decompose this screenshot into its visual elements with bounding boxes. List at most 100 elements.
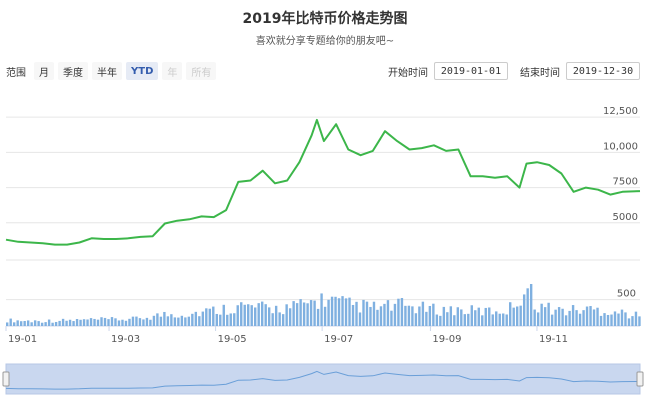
volume-bar (638, 316, 641, 326)
volume-bar (337, 298, 341, 326)
volume-bar (131, 316, 135, 326)
volume-bar (65, 320, 68, 326)
volume-bar (6, 322, 9, 326)
volume-bar (428, 305, 432, 326)
volume-bar (54, 321, 58, 326)
volume-bar (201, 311, 205, 326)
volume-bar (323, 306, 327, 326)
navigator-mask (5, 363, 641, 395)
range-button-quarter[interactable]: 季度 (58, 62, 88, 80)
volume-bar (613, 311, 617, 326)
volume-bar (372, 301, 376, 326)
volume-bar (631, 316, 634, 326)
range-button-all[interactable]: 所有 (186, 62, 217, 80)
chart-subtitle: 喜欢就分享专题给你的朋友吧~ (255, 36, 395, 47)
volume-bar (229, 313, 232, 326)
volume-bar (358, 312, 362, 326)
x-tick-label: 19-01 (8, 334, 37, 345)
volume-bar (26, 320, 30, 326)
volume-bar (51, 322, 54, 326)
volume-bar (114, 318, 117, 326)
start-date-label: 开始时间 (388, 67, 428, 79)
volume-bar (351, 304, 355, 326)
volume-bar (470, 305, 473, 326)
volume-bar (135, 316, 138, 326)
range-selector: 范围 月 季度 半年 YTD 年 所有 (6, 61, 220, 81)
range-button-month[interactable]: 月 (34, 62, 54, 80)
volume-bar (379, 306, 383, 326)
volume-bar (316, 308, 320, 326)
volume-bar (505, 314, 508, 326)
volume-bar (400, 298, 404, 326)
volume-bar (484, 307, 487, 326)
volume-bar (624, 312, 627, 326)
volume-bar (421, 301, 425, 326)
volume-bar (285, 304, 288, 326)
volume-bar (474, 310, 477, 326)
volume-bar (519, 305, 522, 326)
volume-bar (550, 314, 554, 326)
volume-bar (72, 321, 75, 326)
volume-bar (184, 317, 187, 326)
volume-bar (96, 319, 100, 326)
volume-bar (599, 315, 603, 326)
start-date-input[interactable] (434, 62, 508, 80)
price-tick-label: 7500 (613, 177, 638, 188)
navigator-line (5, 370, 641, 390)
volume-bar (121, 319, 124, 326)
volume-bar (526, 288, 529, 326)
volume-bar (149, 319, 152, 326)
volume-bar (257, 303, 260, 326)
volume-bar (362, 299, 365, 326)
volume-bar (467, 313, 470, 326)
volume-bar (397, 298, 400, 326)
chart-title: 2019年比特币价格走势图 (242, 11, 408, 27)
volume-bar (281, 314, 285, 326)
volume-bar (320, 293, 323, 326)
volume-bar (411, 306, 414, 326)
volume-bar (606, 314, 610, 326)
range-button-ytd[interactable]: YTD (126, 62, 159, 80)
volume-bar (299, 299, 302, 326)
range-button-year[interactable]: 年 (162, 62, 183, 80)
volume-bar (393, 303, 397, 326)
volume-bar (250, 305, 253, 326)
volume-bar (376, 309, 379, 326)
range-button-half-year[interactable]: 半年 (92, 62, 122, 80)
volume-bar (86, 319, 89, 326)
volume-bar (456, 307, 460, 326)
volume-bar (30, 322, 33, 326)
volume-bar (103, 317, 107, 326)
volume-bar (596, 307, 599, 326)
volume-bar (536, 312, 540, 326)
x-tick-label: 19-03 (111, 334, 140, 345)
volume-bar (16, 320, 19, 326)
x-tick-label: 19-05 (218, 334, 247, 345)
volume-bar (247, 304, 250, 326)
price-tick-label: 5000 (613, 212, 638, 223)
volume-bar (156, 313, 159, 326)
volume-bar (9, 318, 12, 326)
price-line (5, 118, 641, 246)
volume-bar (386, 300, 390, 326)
volume-bar (404, 305, 407, 326)
end-date-input[interactable] (566, 62, 640, 80)
volume-bar (306, 303, 309, 326)
volume-bar (138, 318, 142, 326)
volume-bar (271, 313, 274, 326)
volume-bar (533, 309, 536, 326)
volume-bar (219, 314, 222, 326)
volume-bar (267, 307, 271, 326)
volume-bar (19, 321, 23, 326)
volume-bar (554, 309, 557, 326)
volume-bar (578, 313, 582, 326)
volume-bar (260, 301, 264, 326)
volume-bar (620, 309, 624, 326)
volume-bar (522, 294, 526, 326)
volume-bar (173, 317, 177, 326)
volume-bar (344, 298, 348, 326)
volume-bar (634, 311, 638, 326)
volume-bar (89, 318, 93, 326)
x-tick-label: 19-09 (432, 334, 461, 345)
volume-bar (425, 311, 428, 326)
